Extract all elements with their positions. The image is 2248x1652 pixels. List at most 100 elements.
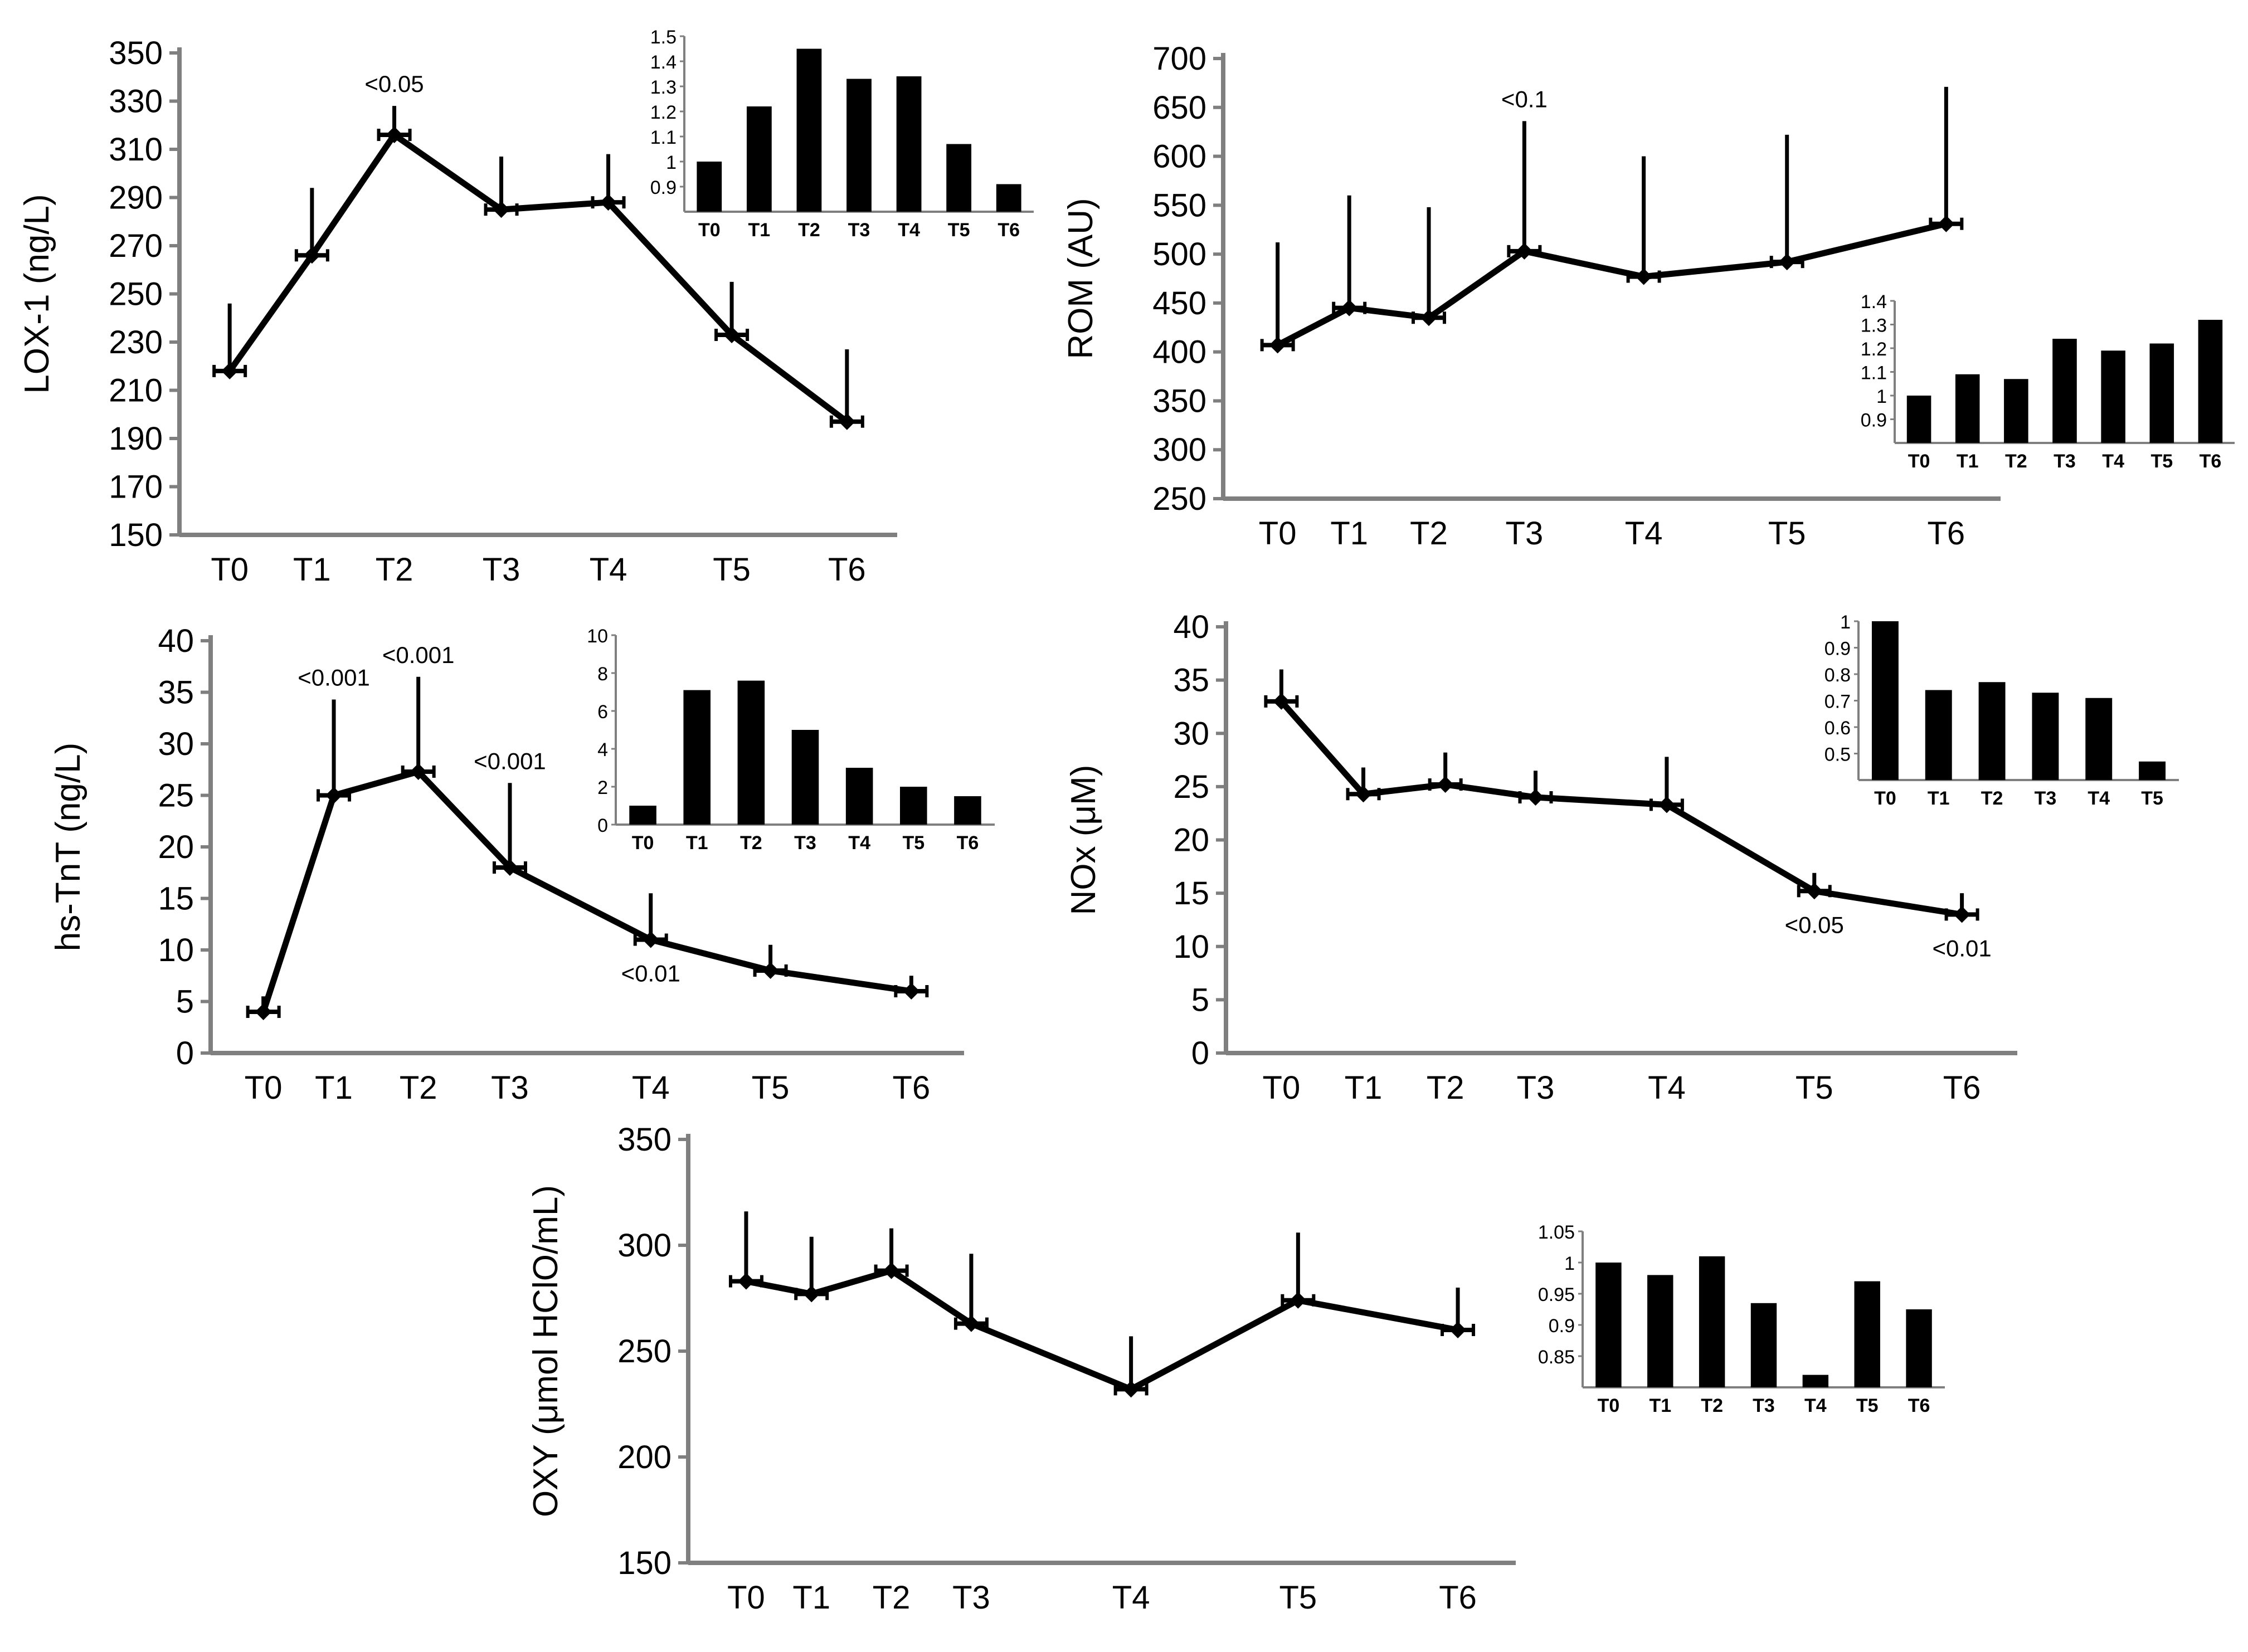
- chart-1: 150 170 190 210 230 250 270 290 310 330 350 LOX-1 (…: [18, 27, 1034, 588]
- inset-x-tick-label: T5: [2141, 788, 2163, 809]
- inset-x-tick-label: T4: [1804, 1395, 1827, 1416]
- data-point: [1806, 883, 1823, 900]
- inset-y-tick-label: 1.4: [1861, 291, 1887, 313]
- y-tick-label: 300: [1152, 432, 1206, 468]
- data-point: [642, 931, 659, 948]
- data-point: [1420, 309, 1438, 326]
- inset-bar: [1854, 1281, 1880, 1387]
- inset-bar: [1955, 374, 1980, 443]
- data-point: [1516, 242, 1533, 260]
- inset-x-tick-label: T6: [1908, 1395, 1930, 1416]
- x-tick-label: T4: [632, 1070, 670, 1106]
- p-value-annotation: <0.001: [474, 748, 546, 774]
- y-axis-label: NOx (μM): [1064, 765, 1103, 915]
- p-value-annotation: <0.01: [1932, 935, 1991, 961]
- y-tick-label: 15: [158, 881, 194, 917]
- inset-bar: [1595, 1263, 1622, 1387]
- inset-y-tick-label: 0.95: [1538, 1284, 1575, 1305]
- data-point: [1938, 215, 1955, 232]
- inset-y-tick-label: 1: [666, 152, 677, 173]
- data-point: [1449, 1322, 1467, 1338]
- inset-bar: [846, 79, 872, 212]
- inset-x-tick-label: T4: [898, 220, 920, 241]
- inset-bar: [629, 806, 656, 825]
- data-point: [1527, 789, 1544, 806]
- data-point: [1290, 1292, 1307, 1309]
- y-tick-label: 270: [109, 228, 163, 264]
- inset-y-tick-label: 1.2: [650, 102, 677, 123]
- data-point: [1269, 337, 1286, 354]
- inset-y-tick-label: 1.2: [1861, 339, 1887, 360]
- y-tick-label: 5: [176, 984, 194, 1020]
- inset-bar: [946, 144, 972, 212]
- x-tick-label: T6: [1928, 515, 1965, 552]
- y-tick-label: 250: [1152, 481, 1206, 517]
- x-tick-label: T2: [400, 1070, 437, 1106]
- inset-bar: [2085, 698, 2113, 780]
- y-axis-label: hs-TnT (ng/L): [49, 743, 87, 951]
- inset-bar: [1647, 1275, 1673, 1387]
- inset-bar: [900, 787, 927, 825]
- inset-x-tick-label: T1: [1649, 1395, 1671, 1416]
- y-tick-label: 250: [109, 276, 163, 313]
- inset-x-tick-label: T2: [2005, 451, 2027, 472]
- y-tick-label: 170: [109, 469, 163, 505]
- y-tick-label: 15: [1173, 875, 1209, 912]
- data-point: [1658, 796, 1675, 813]
- data-point: [1635, 268, 1652, 285]
- inset-x-tick-label: T2: [740, 832, 762, 854]
- data-point: [325, 787, 343, 804]
- y-tick-label: 35: [158, 675, 194, 711]
- x-tick-label: T1: [315, 1070, 353, 1106]
- y-tick-label: 350: [617, 1122, 672, 1158]
- y-tick-label: 0: [1191, 1035, 1209, 1071]
- x-tick-label: T4: [1625, 515, 1663, 552]
- y-tick-label: 150: [109, 517, 163, 553]
- series-line: [1276, 221, 1947, 348]
- x-tick-label: T0: [211, 552, 249, 588]
- y-tick-label: 5: [1191, 982, 1209, 1018]
- y-tick-label: 550: [1152, 187, 1206, 223]
- data-point: [1341, 299, 1358, 316]
- p-value-annotation: <0.05: [1785, 912, 1844, 938]
- data-point: [501, 859, 518, 876]
- inset-bar: [2101, 350, 2125, 443]
- inset-y-tick-label: 1: [1564, 1253, 1575, 1274]
- inset-bar: [1906, 1309, 1932, 1387]
- inset-x-tick-label: T3: [2054, 451, 2076, 472]
- data-point: [737, 1273, 755, 1290]
- data-point: [1122, 1381, 1140, 1398]
- inset-x-tick-label: T4: [848, 832, 870, 854]
- inset-bar: [2032, 693, 2059, 780]
- x-tick-label: T6: [893, 1070, 931, 1106]
- inset-y-tick-label: 2: [597, 777, 608, 798]
- inset-y-tick-label: 0.8: [1824, 665, 1851, 686]
- data-point: [493, 201, 510, 218]
- x-tick-label: T2: [1427, 1070, 1464, 1106]
- inset-x-tick-label: T3: [2035, 788, 2057, 809]
- y-tick-label: 700: [1152, 41, 1206, 77]
- y-tick-label: 30: [1173, 715, 1209, 752]
- y-axis-label: ROM (AU): [1062, 198, 1100, 359]
- y-tick-label: 310: [109, 131, 163, 168]
- y-tick-label: 350: [109, 35, 163, 71]
- inset-x-tick-label: T6: [2200, 451, 2222, 472]
- data-point: [386, 126, 403, 144]
- y-tick-label: 230: [109, 324, 163, 360]
- x-tick-label: T2: [376, 552, 413, 588]
- data-point: [803, 1285, 820, 1303]
- p-value-annotation: <0.01: [621, 961, 680, 987]
- x-tick-label: T0: [245, 1070, 283, 1106]
- x-tick-label: T4: [1648, 1070, 1686, 1106]
- inset-x-tick-label: T2: [798, 220, 820, 241]
- inset-x-tick-label: T0: [1874, 788, 1896, 809]
- inset-bar-chart: 0.9 1 1.1 1.2 1.3 1.4 1.5 T0 T1 T2 T3 T4 T5 T6: [650, 27, 1034, 241]
- inset-x-tick-label: T5: [2150, 451, 2173, 472]
- y-tick-label: 40: [158, 623, 194, 659]
- inset-y-tick-label: 0.9: [1549, 1315, 1575, 1337]
- y-tick-label: 450: [1152, 285, 1206, 321]
- y-tick-label: 20: [158, 829, 194, 865]
- inset-y-tick-label: 1: [1876, 386, 1887, 407]
- inset-x-tick-label: T5: [948, 220, 970, 241]
